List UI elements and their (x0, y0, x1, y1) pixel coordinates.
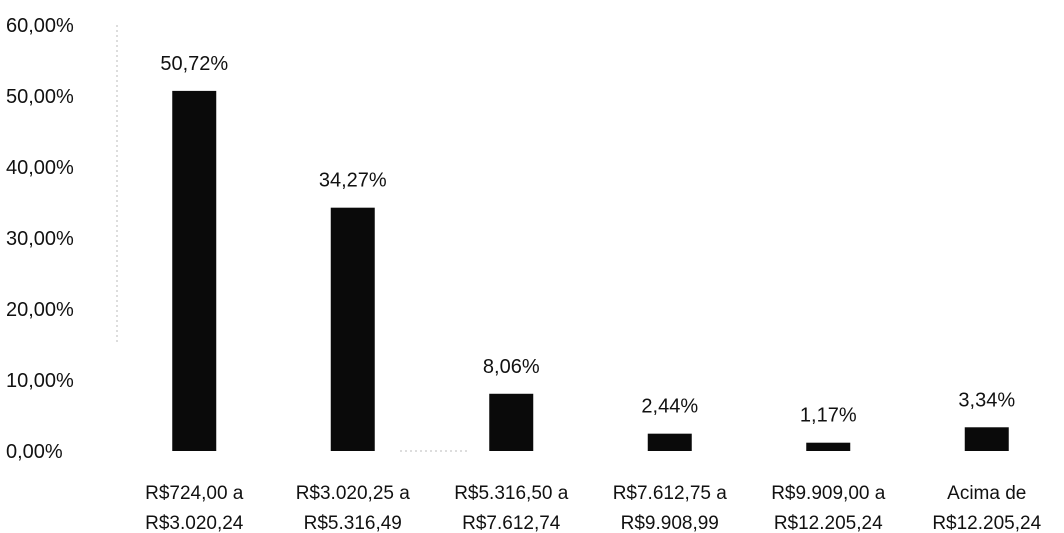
category-label: R$9.908,99 (621, 513, 719, 533)
y-tick-label: 0,00% (6, 441, 63, 463)
y-tick-label: 20,00% (6, 299, 74, 321)
bar (806, 442, 851, 451)
category-label: R$12.205,24 (932, 513, 1041, 533)
category-label: R$3.020,25 a (296, 483, 411, 504)
category-label: R$9.909,00 a (771, 483, 886, 504)
bars-group (172, 90, 1009, 451)
category-label: R$7.612,74 (462, 513, 561, 533)
data-label: 50,72% (160, 53, 228, 75)
data-label: 1,17% (800, 405, 857, 427)
data-label: 3,34% (958, 389, 1015, 411)
category-label: R$724,00 a (145, 483, 244, 504)
data-label: 8,06% (483, 356, 540, 378)
data-label: 2,44% (641, 396, 698, 418)
data-labels-group: 50,72% 34,27% 8,06% 2,44% 1,17% 3,34% (160, 53, 1015, 427)
category-label: R$3.020,24 (145, 513, 244, 533)
bar (489, 393, 534, 451)
y-tick-label: 50,00% (6, 86, 74, 108)
category-label: R$5.316,50 a (454, 483, 569, 504)
y-tick-label: 40,00% (6, 157, 74, 179)
category-label: R$5.316,49 (304, 513, 402, 533)
bar (647, 433, 692, 451)
y-axis-ticks: 0,00% 10,00% 20,00% 30,00% 40,00% 50,00% 60,00… (6, 15, 74, 463)
bar (330, 207, 375, 451)
y-tick-label: 60,00% (6, 15, 74, 37)
data-label: 34,27% (319, 170, 387, 192)
y-tick-label: 30,00% (6, 228, 74, 250)
bar (964, 427, 1009, 451)
category-label: R$7.612,75 a (613, 483, 728, 504)
y-tick-label: 10,00% (6, 370, 74, 392)
bar (172, 90, 217, 451)
category-label: Acima de (947, 483, 1026, 504)
x-axis-labels: R$724,00 a R$3.020,24 R$3.020,25 a R$5.316,… (145, 483, 1041, 533)
category-label: R$12.205,24 (774, 513, 883, 533)
